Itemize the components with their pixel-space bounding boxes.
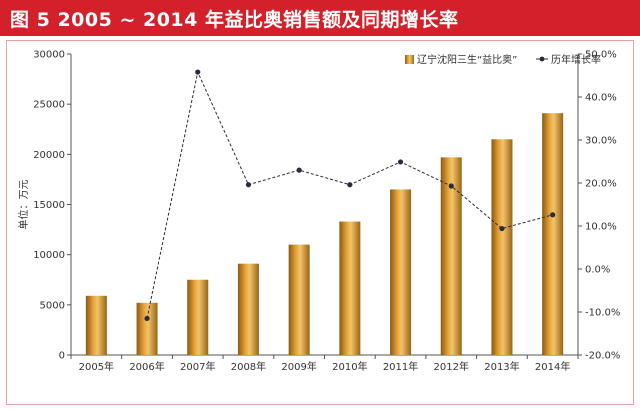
- growth-rate-point: [397, 159, 404, 165]
- x-tick-label: 2009年: [281, 360, 316, 373]
- right-tick-label: 50.0%: [585, 50, 617, 61]
- bar: [136, 302, 158, 355]
- bar: [288, 244, 310, 355]
- legend-bar-swatch: [405, 55, 414, 64]
- right-tick-label: 20.0%: [585, 179, 617, 190]
- left-tick-label: 5000: [40, 300, 65, 311]
- left-tick-label: 20000: [33, 150, 65, 161]
- left-tick-label: 0: [59, 351, 65, 362]
- growth-rate-point: [550, 212, 556, 218]
- growth-rate-point: [296, 167, 302, 173]
- title-bar: 图 5 2005 ~ 2014 年益比奥销售额及同期增长率: [0, 0, 640, 36]
- bar: [85, 295, 107, 355]
- growth-rate-point: [347, 182, 353, 188]
- x-tick-label: 2005年: [79, 360, 114, 373]
- legend-line-marker: [539, 56, 545, 62]
- plot-area: [6, 40, 634, 405]
- left-tick-label: 10000: [33, 250, 65, 261]
- growth-rate-point: [448, 183, 454, 189]
- chart-title: 图 5 2005 ~ 2014 年益比奥销售额及同期增长率: [10, 9, 459, 31]
- bar: [187, 279, 209, 355]
- left-tick-label: 25000: [33, 100, 65, 111]
- x-tick-label: 2007年: [180, 360, 215, 373]
- x-tick-label: 2011年: [383, 360, 418, 373]
- x-tick-label: 2008年: [231, 360, 266, 373]
- bar: [491, 139, 513, 355]
- bar: [390, 189, 412, 355]
- bar: [339, 221, 361, 355]
- x-tick-label: 2013年: [484, 360, 519, 373]
- x-tick-label: 2012年: [434, 360, 469, 373]
- right-tick-label: -20.0%: [585, 351, 620, 362]
- legend-line-label: 历年增长率: [551, 53, 601, 66]
- right-tick-label: 30.0%: [585, 136, 617, 147]
- x-tick-label: 2014年: [535, 360, 570, 373]
- left-tick-label: 15000: [33, 200, 65, 211]
- y-axis-title: 单位：万元: [17, 180, 30, 230]
- legend-bar-label: 辽宁沈阳三生“益比奥”: [417, 53, 517, 66]
- right-tick-label: 0.0%: [585, 265, 610, 276]
- left-tick-label: 30000: [33, 50, 65, 61]
- x-tick-label: 2010年: [332, 360, 367, 373]
- bar: [542, 113, 564, 356]
- right-tick-label: -10.0%: [585, 308, 620, 319]
- bar: [237, 263, 259, 355]
- growth-rate-point: [195, 69, 201, 75]
- x-tick-label: 2006年: [129, 360, 164, 373]
- growth-rate-point: [144, 315, 150, 322]
- growth-rate-point: [499, 225, 505, 232]
- right-tick-label: 10.0%: [585, 222, 617, 233]
- right-tick-label: 40.0%: [585, 93, 617, 104]
- bar: [440, 157, 462, 355]
- growth-rate-point: [245, 182, 252, 188]
